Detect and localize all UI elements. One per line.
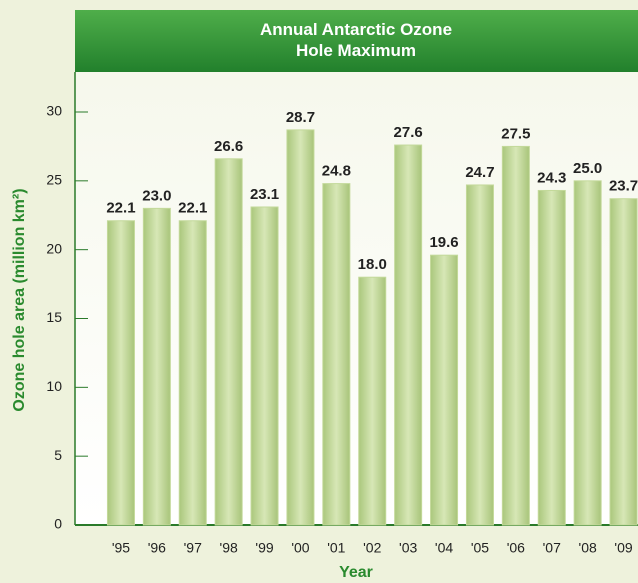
bar [250,206,279,526]
data-label: 24.7 [465,164,494,181]
x-tick-label: '00 [291,540,309,556]
x-tick-label: '07 [543,540,561,556]
bar [430,254,459,526]
data-label: 22.1 [178,200,207,217]
y-tick-label: 25 [46,172,62,188]
x-tick-label: '03 [399,540,417,556]
data-label: 24.8 [322,163,351,180]
data-label: 19.6 [429,234,458,251]
y-tick-label: 10 [46,378,62,394]
chart-title: Annual Antarctic Ozone Hole Maximum [260,20,452,60]
data-label: 18.0 [358,256,387,273]
data-label: 23.1 [250,186,279,203]
data-label: 26.6 [214,138,243,155]
bar [537,189,566,526]
x-axis-label: Year [339,564,373,581]
bar [142,207,171,526]
data-label: 27.6 [394,124,423,141]
data-label: 23.7 [609,178,638,195]
title-banner [75,10,638,72]
data-label: 25.0 [573,160,602,177]
x-tick-label: '02 [363,540,381,556]
x-tick-label: '95 [112,540,130,556]
bar [573,180,602,526]
bar [465,184,494,526]
x-tick-label: '05 [471,540,489,556]
y-tick-label: 0 [54,516,62,532]
x-tick-label: '04 [435,540,453,556]
y-tick-label: 15 [46,309,62,325]
x-tick-label: '98 [220,540,238,556]
x-tick-label: '09 [614,540,632,556]
x-tick-label: '08 [579,540,597,556]
y-tick-label: 20 [46,240,62,256]
bar [214,158,243,526]
bar [286,129,315,526]
data-label: 24.3 [537,169,566,186]
data-label: 23.0 [142,187,171,204]
bar [178,220,207,526]
x-tick-label: '99 [255,540,273,556]
data-label: 22.1 [106,200,135,217]
bar [358,276,387,526]
x-tick-label: '06 [507,540,525,556]
x-tick-label: '97 [184,540,202,556]
bar [609,198,638,526]
data-label: 28.7 [286,109,315,126]
y-tick-label: 5 [54,447,62,463]
data-label: 27.5 [501,125,530,142]
y-axis-label: Ozone hole area (million km²) [11,188,28,411]
y-tick-label: 30 [46,103,62,119]
bar [322,183,351,526]
x-tick-label: '01 [327,540,345,556]
bar [106,220,135,526]
bar [501,145,530,526]
bar [394,144,423,526]
x-tick-label: '96 [148,540,166,556]
